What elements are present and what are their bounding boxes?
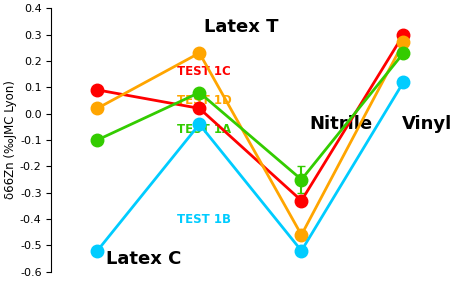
Text: Vinyl: Vinyl [401,115,452,133]
Text: Latex C: Latex C [106,250,181,268]
Text: TEST 1D: TEST 1D [177,94,232,107]
Text: TEST 1C: TEST 1C [177,65,231,78]
Text: TEST 1A: TEST 1A [177,123,231,136]
Text: Latex T: Latex T [204,18,279,36]
Text: Nitrile: Nitrile [310,115,373,133]
Y-axis label: δ66Zn (‰JMC Lyon): δ66Zn (‰JMC Lyon) [4,81,17,199]
Text: TEST 1B: TEST 1B [177,213,231,226]
